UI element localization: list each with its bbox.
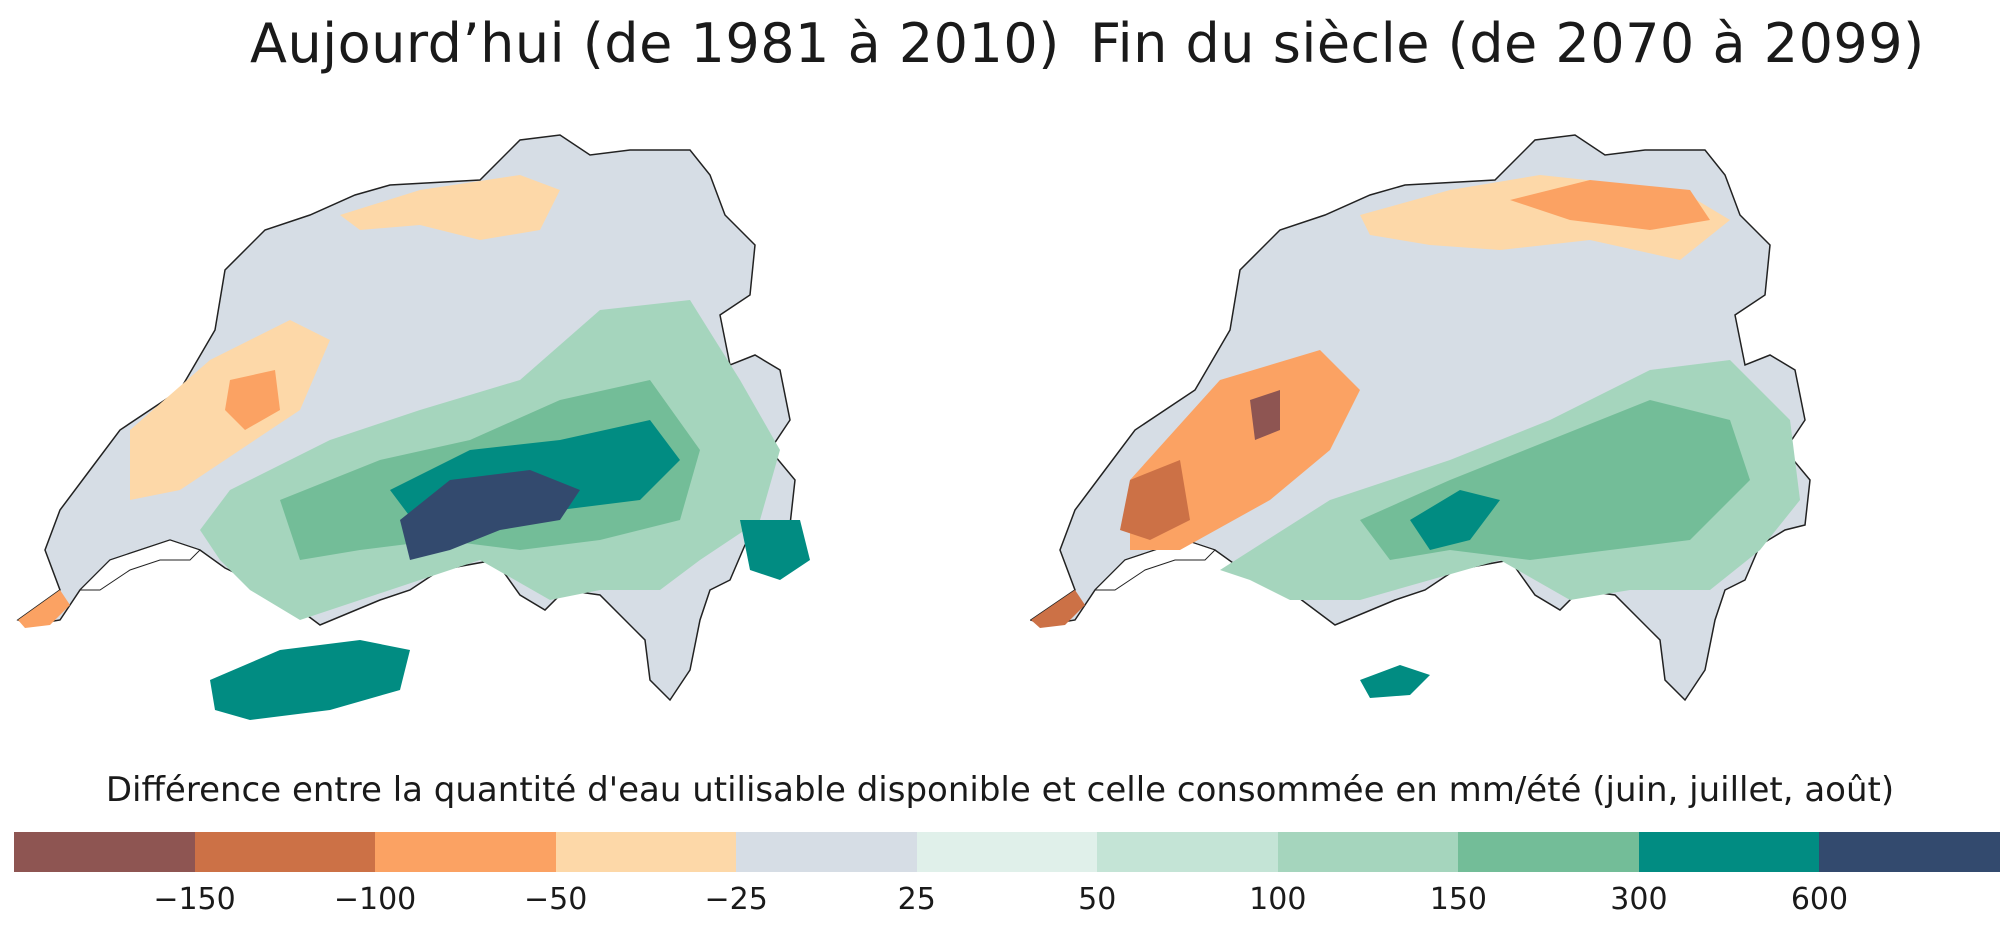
colorbar-segment: [1277, 832, 1459, 872]
region-orange-jura: [1130, 350, 1360, 550]
colorbar-segment: [375, 832, 556, 872]
colorbar-segment: [1097, 832, 1278, 872]
lake-geneva: [1093, 539, 1216, 591]
colorbar-segment: [736, 832, 917, 872]
colorbar-tick-label: −50: [523, 882, 588, 917]
region-teal-south: [1360, 665, 1430, 698]
colorbar-segment: [194, 832, 376, 872]
region-orange-geneva: [18, 590, 70, 628]
region-orange-north: [340, 175, 560, 240]
colorbar: [14, 832, 2000, 872]
colorbar-tick-label: 100: [1249, 882, 1307, 917]
region-darkbrown: [1250, 390, 1280, 440]
region-teal-east: [740, 520, 810, 580]
colorbar-segment: [1638, 832, 1820, 872]
map-title-end-of-century: Fin du siècle (de 2070 à 2099): [1090, 12, 1925, 75]
switzerland-map-end-of-century: [1030, 134, 1811, 702]
lake-geneva: [78, 539, 201, 591]
region-teal: [1410, 490, 1500, 550]
colorbar-tick-label: 50: [1078, 882, 1117, 917]
colorbar-segment: [916, 832, 1098, 872]
colorbar-tick-label: −150: [153, 882, 236, 917]
legend-title: Différence entre la quantité d'eau utili…: [105, 770, 1895, 810]
region-teal-south: [210, 640, 410, 720]
map-title-today: Aujourd’hui (de 1981 à 2010): [250, 12, 1060, 75]
region-brown-jura: [1120, 460, 1190, 540]
region-orange-north-core: [1510, 180, 1710, 230]
colorbar-tick-label: 25: [897, 882, 936, 917]
region-orange-core: [225, 370, 280, 430]
colorbar-segment: [14, 832, 195, 872]
region-navy-alps: [400, 470, 580, 560]
colorbar-tick-label: 150: [1429, 882, 1487, 917]
colorbar-tick-label: −25: [704, 882, 768, 917]
colorbar-segment: [555, 832, 737, 872]
colorbar-tick-label: 300: [1610, 882, 1668, 917]
colorbar-tick-label: −100: [333, 882, 417, 917]
region-brown-geneva: [1031, 590, 1085, 628]
colorbar-tick-label: 600: [1790, 882, 1849, 917]
switzerland-map-today: [16, 134, 810, 720]
colorbar-segment: [1458, 832, 1639, 872]
colorbar-segment: [1819, 832, 2000, 872]
